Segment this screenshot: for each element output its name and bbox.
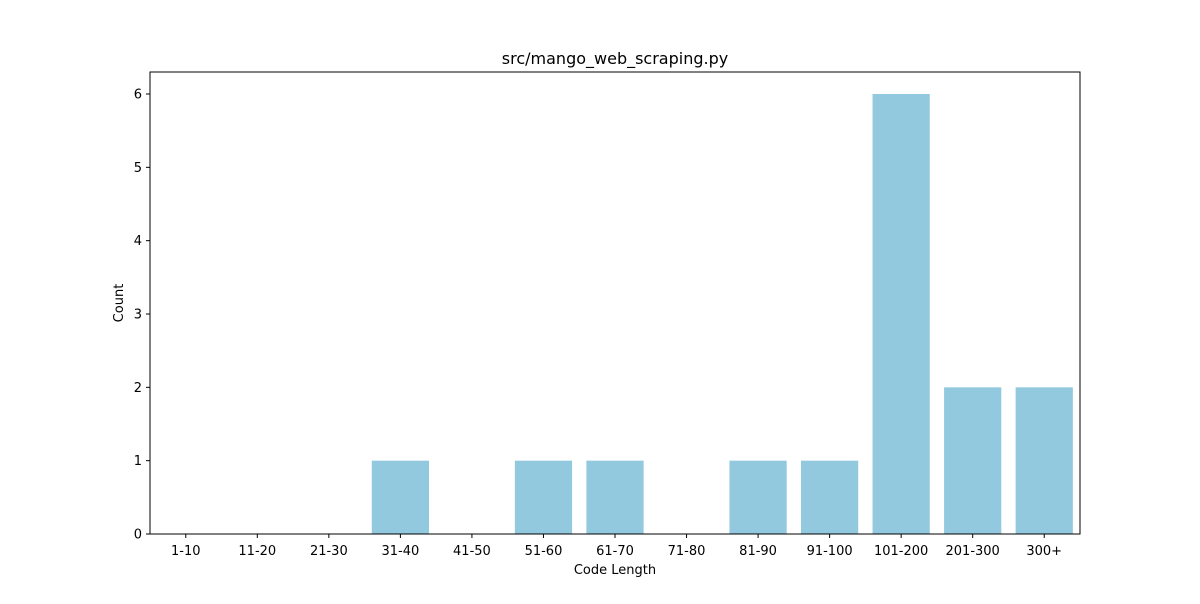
x-tick-label: 51-60 <box>525 544 563 559</box>
x-tick-label: 201-300 <box>946 544 1000 559</box>
bar-91-100 <box>801 460 859 534</box>
y-tick-label: 2 <box>134 381 142 396</box>
x-tick-label: 91-100 <box>807 544 853 559</box>
y-tick-label: 4 <box>134 234 142 249</box>
x-tick-label: 41-50 <box>453 544 491 559</box>
x-tick-label: 61-70 <box>596 544 634 559</box>
bar-51-60 <box>514 460 573 534</box>
bar-61-70 <box>586 460 644 534</box>
chart-title: src/mango_web_scraping.py <box>502 49 728 69</box>
y-axis: 0 1 2 3 4 5 6 <box>134 88 150 543</box>
y-axis-label: Count <box>112 284 127 323</box>
y-tick-label: 3 <box>134 308 142 323</box>
bar-201-300 <box>944 387 1002 534</box>
x-tick-label: 31-40 <box>381 544 419 559</box>
x-tick-label: 1-10 <box>171 544 201 559</box>
plot-frame <box>149 71 1081 535</box>
bar-300+ <box>1015 387 1073 534</box>
y-tick-label: 6 <box>134 88 142 103</box>
bar-81-90 <box>729 460 787 534</box>
x-axis-label: Code Length <box>574 563 656 578</box>
x-tick-label: 101-200 <box>874 544 928 559</box>
y-tick-label: 1 <box>134 454 142 469</box>
x-tick-label: 21-30 <box>310 544 348 559</box>
x-tick-label: 81-90 <box>739 544 777 559</box>
bar-31-40 <box>371 460 429 534</box>
bars-layer <box>371 94 1073 534</box>
x-tick-label: 71-80 <box>668 544 706 559</box>
x-tick-label: 300+ <box>1026 544 1062 559</box>
x-axis: 1-10 11-20 21-30 31-40 41-50 51-60 61-70 71-80 8… <box>171 534 1062 559</box>
y-tick-label: 5 <box>134 161 142 176</box>
y-tick-label: 0 <box>134 528 142 543</box>
x-tick-label: 11-20 <box>238 544 276 559</box>
bar-101-200 <box>872 94 930 534</box>
